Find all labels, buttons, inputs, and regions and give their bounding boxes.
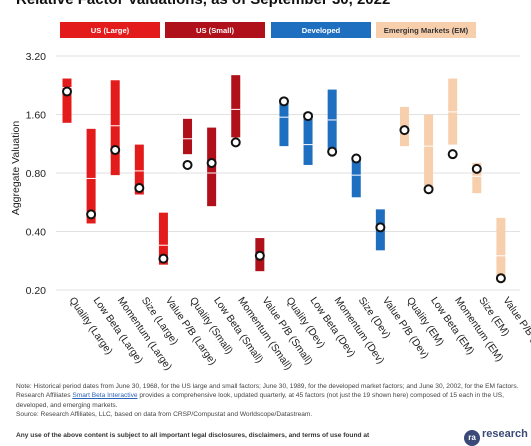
logo-mark: ra [464,430,480,446]
y-axis-label: Aggregate Valuation [10,121,22,216]
note-line-continued: provides a comprehensive look, updated q… [16,392,504,409]
notes: Note: Historical period dates from June … [16,382,521,420]
range-bar-9 [279,99,289,147]
legend-box-0 [60,22,160,38]
logo-word: research [482,428,528,440]
note-text: Note: Historical period dates from June … [16,382,521,410]
range-bar-0 [62,78,72,123]
factor-valuation-chart: US (Large) US (Small) Developed Emerging Ma… [10,22,531,373]
source-text: Source: Research Affiliates, LLC, based … [16,411,313,419]
note-line: Note: Historical period dates from June … [16,383,519,400]
current-point-11 [327,146,338,157]
range-bar-4 [158,212,168,265]
range-bar-11 [327,89,337,153]
current-point-7 [230,137,241,148]
current-point-8 [254,250,265,261]
current-point-13 [375,222,386,233]
current-point-16 [447,149,458,160]
current-point-6 [206,158,217,169]
current-point-17 [471,163,482,174]
current-point-12 [351,153,362,164]
current-point-10 [303,111,314,122]
current-point-4 [158,253,169,264]
range-bar-5 [183,118,193,155]
current-point-14 [399,125,410,136]
range-bar-3 [134,144,144,195]
legend-label-2: Developed [302,26,341,35]
y-tick-label-1: 1.60 [26,110,47,122]
y-tick-label-4: 0.20 [26,285,47,297]
range-bar-15 [424,114,434,194]
range-bar-12 [351,157,361,198]
legend: US (Large) US (Small) Developed Emerging Ma… [60,22,476,38]
research-affiliates-logo: ra research [464,424,531,446]
range-bar-2 [110,80,120,176]
current-point-5 [182,159,193,170]
current-point-3 [134,182,145,193]
current-point-2 [110,145,121,156]
legend-label-0: US (Large) [91,26,130,35]
current-point-1 [86,209,97,220]
range-bar-1 [86,128,96,224]
legend-box-1 [165,22,265,38]
current-point-15 [423,184,434,195]
range-bar-7 [231,75,241,138]
range-bar-17 [472,163,482,194]
y-tick-label-2: 0.80 [26,168,47,180]
smart-beta-link[interactable]: Smart Beta Interactive [72,392,138,400]
y-tick-label-0: 3.20 [26,51,47,63]
current-point-18 [495,273,506,284]
legend-label-1: US (Small) [196,26,234,35]
range-bar-18 [496,217,506,282]
range-bar-10 [303,112,313,165]
current-point-9 [278,96,289,107]
legend-label-3: Emerging Markets (EM) [384,26,469,35]
current-point-0 [62,86,72,97]
chart-title: Relative Factor Valuations, as of Septem… [16,0,390,8]
range-bars [62,75,506,284]
y-tick-label-3: 0.40 [26,227,47,239]
legend-box-2 [271,22,371,38]
disclaimer-text: Any use of the above content is subject … [16,432,370,439]
x-axis-category-labels: Quality (Large)Low Beta (Large)Momentum … [67,295,531,372]
legend-box-3 [376,22,476,38]
y-axis-ticks: 3.20 1.60 0.80 0.40 0.20 [26,51,47,297]
